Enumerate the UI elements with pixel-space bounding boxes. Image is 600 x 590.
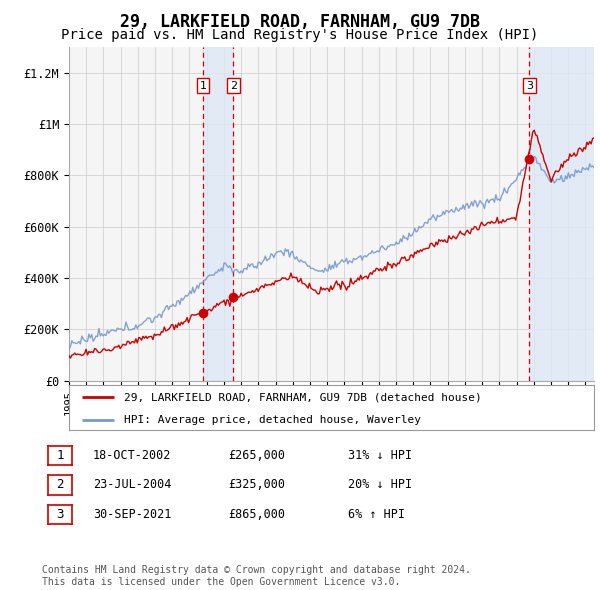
Text: Price paid vs. HM Land Registry's House Price Index (HPI): Price paid vs. HM Land Registry's House … [61, 28, 539, 42]
Text: 31% ↓ HPI: 31% ↓ HPI [348, 449, 412, 462]
Text: 29, LARKFIELD ROAD, FARNHAM, GU9 7DB (detached house): 29, LARKFIELD ROAD, FARNHAM, GU9 7DB (de… [124, 392, 482, 402]
Text: 3: 3 [56, 508, 64, 521]
Bar [529, 47, 594, 381]
Text: 20% ↓ HPI: 20% ↓ HPI [348, 478, 412, 491]
Bar [203, 47, 233, 381]
Text: 1: 1 [200, 81, 206, 91]
Text: £865,000: £865,000 [228, 508, 285, 521]
Text: 23-JUL-2004: 23-JUL-2004 [93, 478, 172, 491]
Text: £325,000: £325,000 [228, 478, 285, 491]
Text: 2: 2 [56, 478, 64, 491]
Text: 3: 3 [526, 81, 533, 91]
Text: 18-OCT-2002: 18-OCT-2002 [93, 449, 172, 462]
Text: HPI: Average price, detached house, Waverley: HPI: Average price, detached house, Wave… [124, 415, 421, 425]
Text: £265,000: £265,000 [228, 449, 285, 462]
Text: 30-SEP-2021: 30-SEP-2021 [93, 508, 172, 521]
Text: 29, LARKFIELD ROAD, FARNHAM, GU9 7DB: 29, LARKFIELD ROAD, FARNHAM, GU9 7DB [120, 13, 480, 31]
Text: Contains HM Land Registry data © Crown copyright and database right 2024.
This d: Contains HM Land Registry data © Crown c… [42, 565, 471, 587]
Text: 2: 2 [230, 81, 237, 91]
Text: 6% ↑ HPI: 6% ↑ HPI [348, 508, 405, 521]
Text: 1: 1 [56, 449, 64, 462]
